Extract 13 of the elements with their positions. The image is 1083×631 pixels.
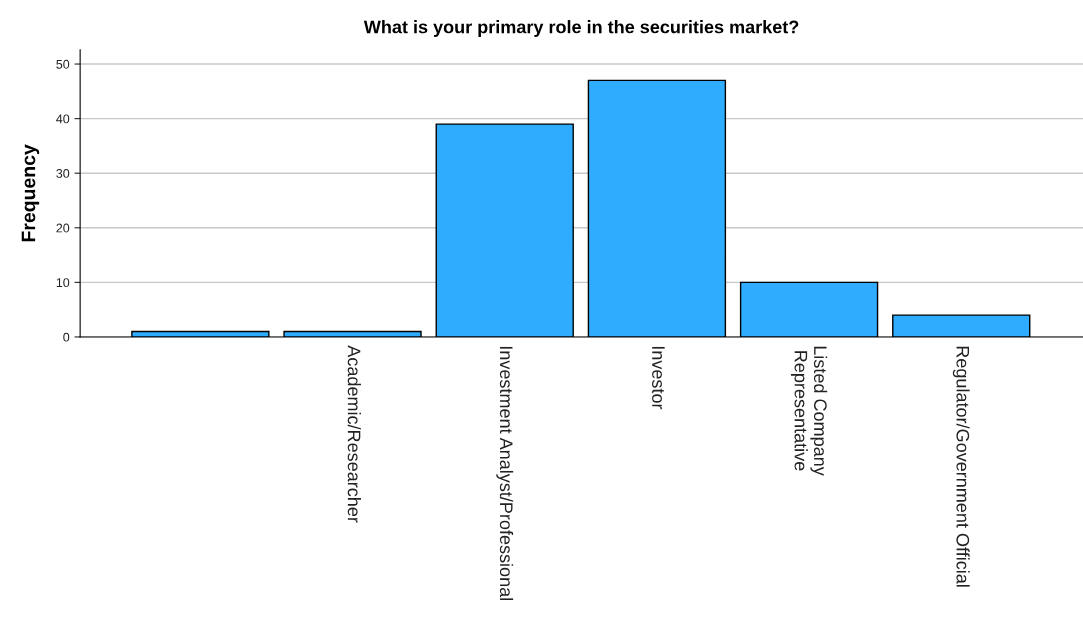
y-axis-title: Frequency [21, 144, 40, 242]
y-tick-label: 30 [56, 169, 70, 178]
y-tick-label: 40 [56, 114, 70, 124]
y-tick-label: 0 [63, 332, 70, 342]
x-tick-label: Listed Company Representative [790, 346, 828, 476]
x-tick-label: Regulator/Government Official [952, 346, 970, 587]
chart-title: What is your primary role in the securities market? [363, 20, 799, 37]
y-tick-label: 50 [56, 59, 70, 69]
y-tick-label: 20 [56, 223, 70, 233]
y-tick-label: 10 [56, 278, 70, 288]
x-tick-label: Investor [652, 346, 665, 410]
x-tick-label: Investment Analyst/Professional [496, 346, 514, 600]
x-tick-label: Academic/Researcher [347, 345, 361, 523]
